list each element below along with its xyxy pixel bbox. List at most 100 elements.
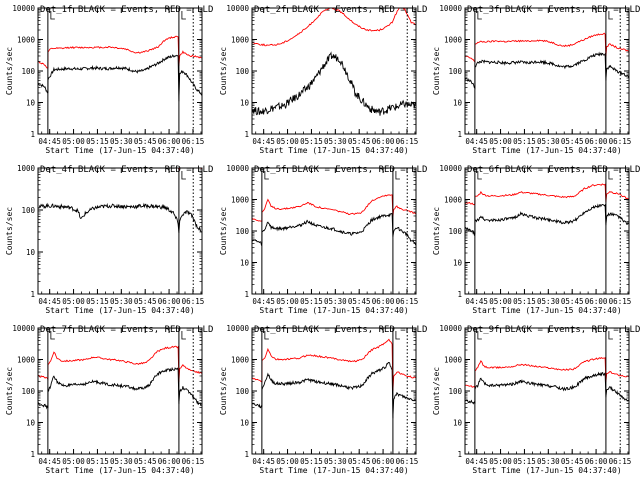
y-tick-label: 10000 xyxy=(439,324,462,333)
plot-frame xyxy=(251,167,417,295)
y-tick-label: 1 xyxy=(457,130,462,139)
x-tick-label: 05:30 xyxy=(324,297,347,306)
x-tick-label: 05:30 xyxy=(537,457,560,466)
events-series-line xyxy=(465,371,629,405)
x-tick-label: 05:30 xyxy=(110,297,133,306)
plot-frame xyxy=(37,7,203,135)
x-tick-label: 05:30 xyxy=(110,137,133,146)
x-tick-label: 06:15 xyxy=(609,297,632,306)
marker-tag xyxy=(264,171,269,180)
y-tick-label: 1 xyxy=(244,450,249,459)
x-tick-label: 06:15 xyxy=(182,137,205,146)
marker-tag xyxy=(181,331,186,340)
marker-tag xyxy=(264,331,269,340)
x-tick-label: 05:45 xyxy=(134,457,157,466)
y-axis-label: Counts/sec xyxy=(432,207,441,255)
x-tick-label: 05:30 xyxy=(537,137,560,146)
panel-title: Det_5f BLACK = Events, RED = LLD xyxy=(254,165,427,175)
marker-tag xyxy=(181,171,186,180)
x-tick-label: 06:15 xyxy=(182,457,205,466)
x-tick-label: 06:00 xyxy=(158,137,181,146)
plot-area xyxy=(465,32,629,90)
y-tick-label: 10 xyxy=(453,99,463,108)
events-series-line xyxy=(252,361,416,419)
panel-title: Det_2f BLACK = Events, RED = LLD xyxy=(254,5,427,15)
x-tick-label: 05:00 xyxy=(489,457,512,466)
y-tick-label: 100 xyxy=(21,67,35,76)
plot-area xyxy=(465,183,629,236)
plot-frame xyxy=(464,327,630,455)
x-tick-label: 05:45 xyxy=(134,137,157,146)
x-tick-label: 06:15 xyxy=(396,137,419,146)
y-axis-label: Counts/sec xyxy=(219,207,228,255)
y-tick-label: 10000 xyxy=(12,324,35,333)
lld-series-line xyxy=(252,194,416,222)
y-tick-label: 10 xyxy=(26,419,36,428)
marker-tag xyxy=(608,171,613,180)
y-tick-label: 10000 xyxy=(226,164,249,173)
y-tick-label: 100 xyxy=(235,387,249,396)
x-tick-label: 05:30 xyxy=(324,137,347,146)
y-axis-label: Counts/sec xyxy=(219,367,228,415)
x-axis-label: Start Time (17-Jun-15 04:37:40) xyxy=(259,306,408,315)
marker-tag xyxy=(608,11,613,20)
y-tick-label: 10 xyxy=(453,259,463,268)
marker-tag xyxy=(395,331,400,340)
x-tick-label: 05:00 xyxy=(62,457,85,466)
plot-area xyxy=(38,35,202,102)
lld-series-line xyxy=(465,32,629,64)
y-tick-label: 1000 xyxy=(231,196,250,205)
x-tick-label: 06:00 xyxy=(372,457,395,466)
x-tick-label: 04:45 xyxy=(465,297,488,306)
x-axis-label: Start Time (17-Jun-15 04:37:40) xyxy=(259,466,408,475)
x-tick-label: 04:45 xyxy=(465,457,488,466)
x-tick-label: 06:00 xyxy=(158,457,181,466)
x-tick-label: 05:15 xyxy=(300,297,323,306)
y-axis-label: Counts/sec xyxy=(5,207,14,255)
marker-tag xyxy=(50,11,55,20)
lld-series-line xyxy=(465,183,629,206)
x-tick-label: 05:15 xyxy=(513,457,536,466)
x-tick-label: 05:30 xyxy=(324,457,347,466)
x-tick-label: 05:00 xyxy=(276,297,299,306)
y-tick-label: 10000 xyxy=(439,164,462,173)
y-tick-label: 1000 xyxy=(17,36,36,45)
y-tick-label: 100 xyxy=(21,387,35,396)
x-tick-label: 04:45 xyxy=(252,137,275,146)
plot-area xyxy=(38,345,202,410)
y-tick-label: 1 xyxy=(30,290,35,299)
x-tick-label: 06:15 xyxy=(609,137,632,146)
x-tick-label: 05:00 xyxy=(276,457,299,466)
x-axis-label: Start Time (17-Jun-15 04:37:40) xyxy=(472,146,621,155)
plot-area xyxy=(252,8,416,116)
x-axis-label: Start Time (17-Jun-15 04:37:40) xyxy=(472,466,621,475)
marker-tag xyxy=(477,171,482,180)
plot-frame xyxy=(464,7,630,135)
y-tick-label: 10 xyxy=(26,248,36,257)
x-tick-label: 06:00 xyxy=(585,137,608,146)
y-tick-label: 10 xyxy=(26,99,36,108)
plot-area xyxy=(252,194,416,247)
x-tick-label: 05:45 xyxy=(561,137,584,146)
marker-tag xyxy=(608,331,613,340)
y-tick-label: 1000 xyxy=(231,356,250,365)
x-tick-label: 05:15 xyxy=(86,297,109,306)
marker-tag xyxy=(50,331,55,340)
x-tick-label: 04:45 xyxy=(38,297,61,306)
marker-tag xyxy=(181,11,186,20)
y-tick-label: 1 xyxy=(457,290,462,299)
x-tick-label: 06:15 xyxy=(609,457,632,466)
y-tick-label: 1 xyxy=(244,130,249,139)
y-tick-label: 10000 xyxy=(439,4,462,13)
marker-tag xyxy=(477,331,482,340)
lld-series-line xyxy=(252,8,416,47)
y-tick-label: 1000 xyxy=(444,36,463,45)
x-axis-label: Start Time (17-Jun-15 04:37:40) xyxy=(45,146,194,155)
x-tick-label: 05:00 xyxy=(489,137,512,146)
x-tick-label: 05:45 xyxy=(561,297,584,306)
y-tick-label: 10 xyxy=(240,259,250,268)
y-tick-label: 10000 xyxy=(12,4,35,13)
